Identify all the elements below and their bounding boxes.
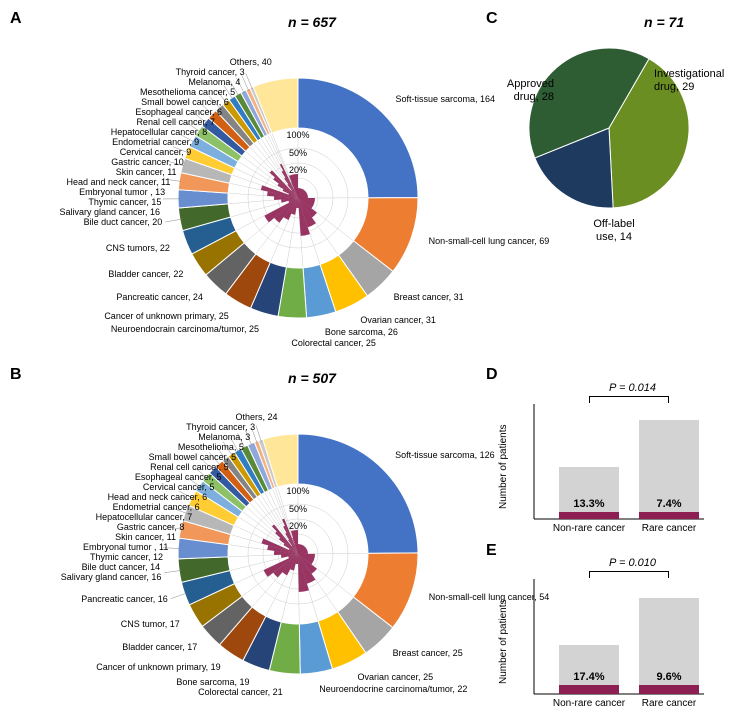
slice-label: Renal cell cancer, 7	[136, 118, 215, 128]
slice-label: Bladder cancer, 17	[122, 643, 197, 653]
svg-text:20%: 20%	[289, 521, 307, 531]
bar-segment-bottom	[559, 512, 619, 519]
slice-label: Ovarian cancer, 25	[358, 673, 434, 683]
figure: A n = 657 100% 50% 20% Soft-tissue sarcoma,…	[8, 8, 735, 714]
slice-label: Thymic cancer, 15	[88, 198, 161, 208]
slice-label: Neuroendocrain carcinoma/tumor, 25	[111, 325, 259, 335]
slice-label: Small bowel cancer, 5	[149, 453, 237, 463]
slice-label: Bone sarcoma, 19	[176, 678, 249, 688]
slice-label: Gastric cancer, 8	[117, 523, 185, 533]
p-value: P = 0.010	[609, 557, 656, 569]
slice-label: Cancer of unknown primary, 19	[96, 663, 220, 673]
slice-label: Salivary gland cancer, 16	[61, 573, 162, 583]
bar-pct-label: 7.4%	[639, 498, 699, 510]
slice-label: Pancreatic cancer, 16	[81, 595, 168, 605]
slice-label: Thyroid cancer, 3	[176, 68, 245, 78]
slice-label: Thymic cancer, 12	[90, 553, 163, 563]
svg-text:100%: 100%	[286, 130, 309, 140]
slice-label: Head and neck cancer, 11	[66, 178, 170, 188]
slice-label: Embryonal tumor , 11	[83, 543, 168, 553]
slice-label: Cervical cancer, 9	[120, 148, 192, 158]
bar-category-label: Rare cancer	[619, 523, 719, 534]
slice-label: Skin cancer, 11	[115, 533, 176, 543]
n-value: 657	[313, 14, 336, 30]
slice-label: Melanoma, 3	[198, 433, 250, 443]
slice-label: Salivary gland cancer, 16	[59, 208, 160, 218]
slice-label: Bone sarcoma, 26	[325, 328, 398, 338]
slice-label: Esophageal cancer, 5	[135, 473, 222, 483]
slice-label: Ovarian cancer, 31	[360, 316, 436, 326]
panel-c-n: n = 71	[644, 14, 684, 30]
significance-bracket	[589, 571, 669, 572]
slice-label: Breast cancer, 25	[393, 649, 463, 659]
slice-label: Head and neck cancer, 6	[108, 493, 208, 503]
slice-label: Esophageal cancer, 6	[135, 108, 222, 118]
slice-label: Endometrial cancer, 9	[112, 138, 199, 148]
bar-pct-label: 17.4%	[559, 671, 619, 683]
significance-bracket	[589, 396, 669, 397]
slice-label: Breast cancer, 31	[394, 293, 464, 303]
svg-text:50%: 50%	[289, 148, 307, 158]
panel-a: A n = 657 100%50%20%Soft-tissue sarcoma,…	[8, 8, 478, 358]
slice-label: Melanoma, 4	[188, 78, 240, 88]
bar-chart-d: Number of patients13.3%Non-rare cancer7.…	[484, 374, 734, 544]
bar-segment-bottom	[639, 685, 699, 694]
slice-label: Others, 40	[230, 58, 272, 68]
pie-slice-label: Investigationaldrug, 29	[654, 68, 734, 94]
slice-label: CNS tumor, 17	[121, 620, 180, 630]
slice-label: Cervical cancer, 5	[143, 483, 215, 493]
slice-label: Mesothelioma cancer, 5	[140, 88, 235, 98]
panel-a-label: A	[10, 10, 22, 28]
slice-label: Renal cell cancer, 5	[150, 463, 229, 473]
slice-label: Gastric cancer, 10	[111, 158, 184, 168]
slice-label: Embryonal tumor , 13	[79, 188, 165, 198]
panel-c-label: C	[486, 10, 498, 28]
donut-chart-b: 100%50%20%Soft-tissue sarcoma, 126Non-sm…	[8, 394, 478, 714]
slice-label: Cancer of unknown primary, 25	[104, 312, 228, 322]
slice-label: Skin cancer, 11	[116, 168, 177, 178]
bar-segment-bottom	[639, 512, 699, 519]
slice-label: Bile duct cancer, 20	[84, 218, 163, 228]
pie-chart-c: Investigationaldrug, 29Off-labeluse, 14A…	[504, 38, 714, 248]
slice-label: Endometrial cancer, 6	[113, 503, 200, 513]
slice-label: Colorectal cancer, 25	[291, 339, 376, 349]
panel-a-n: n = 657	[288, 14, 336, 30]
pie-slice-label: Approveddrug, 28	[474, 78, 554, 104]
n-value: 507	[313, 370, 336, 386]
n-value: 71	[669, 14, 685, 30]
slice-label: CNS tumors, 22	[106, 244, 170, 254]
panel-c: C n = 71 Investigationaldrug, 29Off-labe…	[484, 8, 734, 358]
slice-label: Mesothelioma, 5	[178, 443, 244, 453]
slice-label: Bile duct cancer, 14	[82, 563, 161, 573]
slice-label: Small bowel cancer, 6	[141, 98, 229, 108]
panel-de: D Number of patients13.3%Non-rare cancer…	[484, 364, 734, 714]
slice-label: Hepatocellular cancer, 7	[96, 513, 193, 523]
slice-label: Pancreatic cancer, 24	[116, 293, 203, 303]
pie-slice-label: Off-labeluse, 14	[574, 218, 654, 244]
bar-pct-label: 13.3%	[559, 498, 619, 510]
bar-segment-bottom	[559, 685, 619, 694]
slice-label: Neuroendocrine carcinoma/tumor, 22	[319, 685, 467, 695]
p-value: P = 0.014	[609, 382, 656, 394]
slice-label: Bladder cancer, 22	[108, 270, 183, 280]
slice-label: Colorectal cancer, 21	[198, 688, 283, 698]
svg-text:100%: 100%	[286, 486, 309, 496]
slice-label: Others, 24	[236, 413, 278, 423]
slice-label: Hepatocellular cancer, 8	[111, 128, 208, 138]
panel-b-label: B	[10, 366, 22, 384]
svg-text:20%: 20%	[289, 165, 307, 175]
donut-chart-a: 100%50%20%Soft-tissue sarcoma, 164Non-sm…	[8, 38, 478, 358]
bar-chart-e: Number of patients17.4%Non-rare cancer9.…	[484, 549, 734, 719]
panel-b: B n = 507 100%50%20%Soft-tissue sarcoma,…	[8, 364, 478, 714]
bar-category-label: Rare cancer	[619, 698, 719, 709]
panel-b-n: n = 507	[288, 370, 336, 386]
slice-label: Thyroid cancer, 3	[186, 423, 255, 433]
svg-text:50%: 50%	[289, 504, 307, 514]
bar-pct-label: 9.6%	[639, 671, 699, 683]
slice-label: Soft-tissue sarcoma, 126	[395, 451, 495, 461]
